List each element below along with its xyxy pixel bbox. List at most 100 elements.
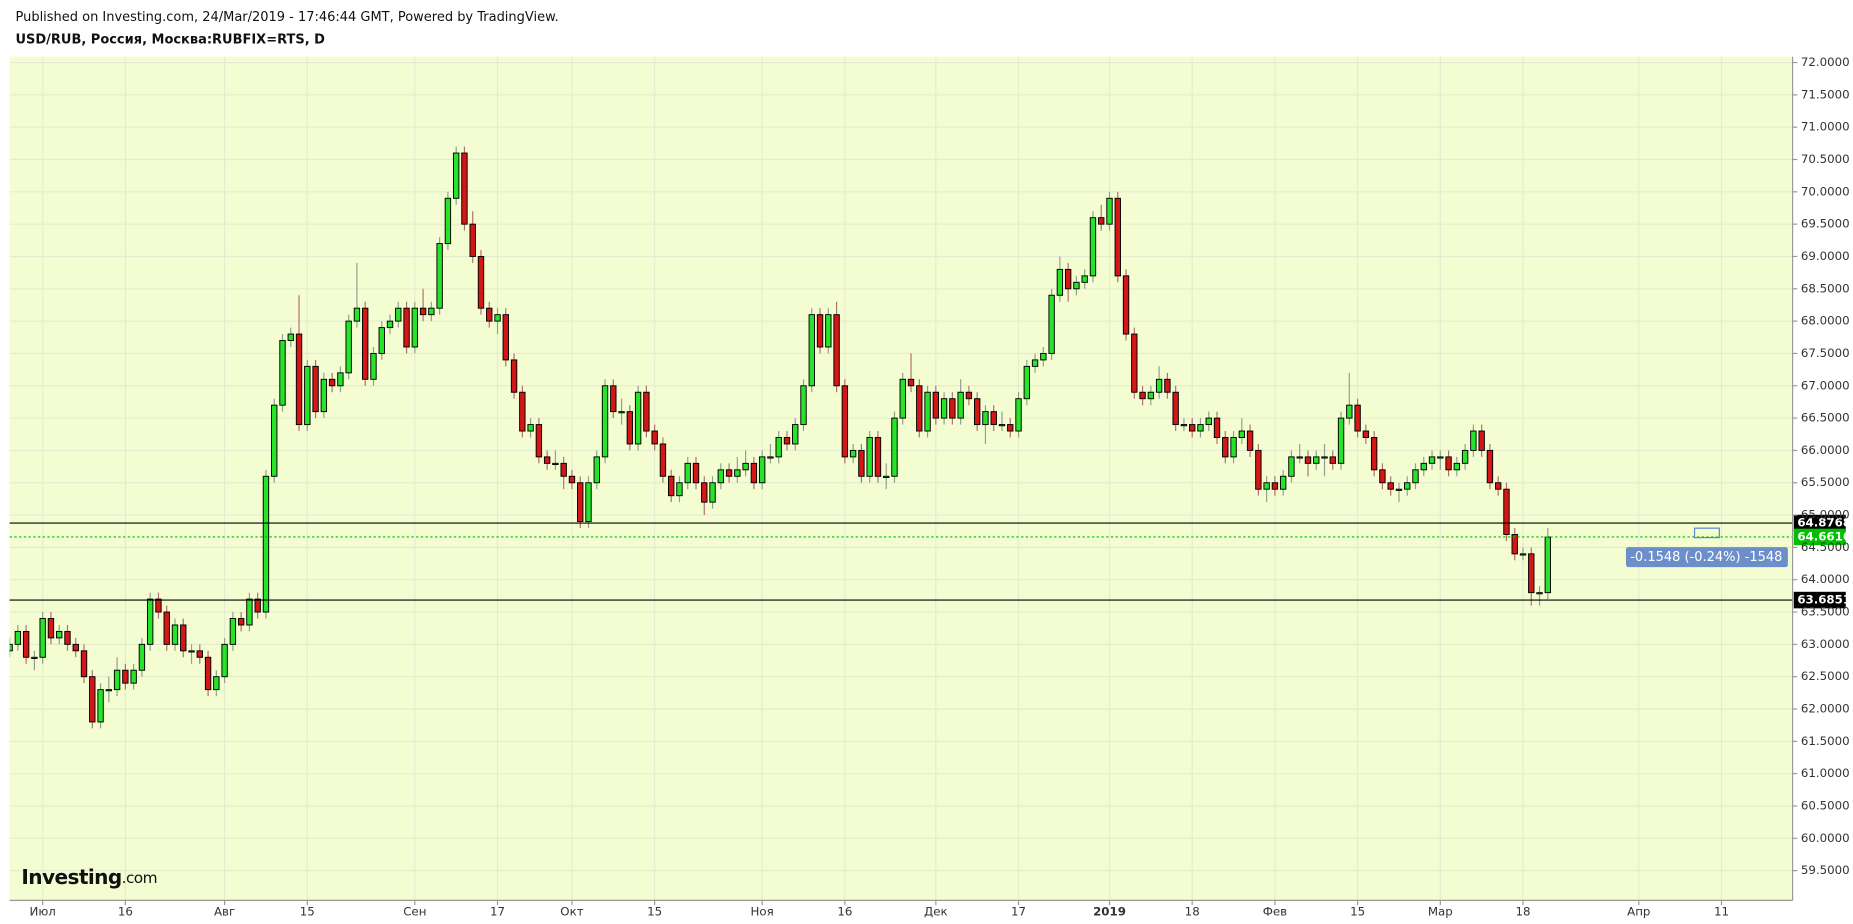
- candle-body: [39, 618, 46, 658]
- candle-body: [304, 365, 311, 426]
- logo-main: Investing: [21, 864, 121, 888]
- y-tick-label: 67.5000: [1801, 346, 1850, 360]
- candle-body: [22, 630, 30, 658]
- y-tick-label: 72.0000: [1801, 55, 1850, 69]
- candle-body: [990, 411, 997, 426]
- candle-body: [651, 430, 658, 445]
- candle-body: [1313, 456, 1320, 464]
- candle-body: [1370, 437, 1378, 471]
- x-tick-label: Окт: [560, 905, 583, 919]
- y-tick-label: 64.5000: [1801, 540, 1850, 554]
- candle-body: [841, 385, 849, 458]
- candle-body: [1519, 553, 1527, 556]
- candle-body: [957, 391, 964, 419]
- candle-body: [1164, 378, 1171, 393]
- candle-body: [403, 307, 410, 348]
- candle-body: [1503, 488, 1510, 535]
- candle-body: [97, 689, 104, 723]
- candle-body: [949, 398, 956, 419]
- candle-body: [287, 333, 294, 341]
- candle-body: [510, 359, 518, 393]
- y-tick-label: 68.5000: [1801, 281, 1850, 295]
- y-tick-label: 68.0000: [1801, 314, 1850, 328]
- candle-body: [866, 437, 873, 477]
- y-tick-label: 66.5000: [1801, 411, 1850, 425]
- candle-body: [411, 307, 419, 348]
- level-label: 64.6616: [1797, 529, 1851, 543]
- candle-body: [1131, 333, 1138, 393]
- x-tick-label: 18: [1185, 905, 1200, 919]
- candle-body: [1321, 456, 1328, 459]
- candle-body: [1056, 268, 1064, 296]
- candle-body: [601, 385, 609, 458]
- candle-body: [47, 618, 55, 639]
- candle-body: [1445, 456, 1452, 471]
- x-tick-label: Сен: [403, 905, 426, 919]
- y-tick-label: 71.5000: [1801, 87, 1850, 101]
- candle-body: [1230, 437, 1237, 458]
- x-tick-label: 2019: [1093, 905, 1126, 919]
- candle-body: [494, 314, 501, 322]
- candle-body: [965, 391, 973, 400]
- levels: 64.8768 63.6851 64.6616: [9, 514, 1851, 609]
- candle-body: [1329, 456, 1336, 464]
- candle-body: [758, 456, 766, 484]
- candle-body: [585, 482, 592, 523]
- x-tick-label: Июл: [30, 905, 56, 919]
- candles: [9, 146, 1552, 729]
- candle-body: [1412, 469, 1419, 484]
- candle-body: [1304, 456, 1312, 464]
- candle-body: [1023, 365, 1030, 400]
- candle-body: [783, 437, 791, 445]
- candle-body: [940, 398, 948, 419]
- candle-body: [1222, 437, 1229, 458]
- candle-body: [188, 650, 195, 653]
- candle-body: [362, 307, 369, 380]
- candle-body: [552, 462, 559, 466]
- candle-body: [1114, 197, 1121, 277]
- y-tick-label: 66.0000: [1801, 443, 1850, 457]
- x-tick-label: 15: [300, 905, 315, 919]
- candle-body: [452, 152, 460, 199]
- candle-body: [1420, 462, 1427, 471]
- candle-body: [146, 598, 154, 645]
- candle-body: [775, 437, 782, 458]
- candle-body: [1279, 475, 1287, 490]
- logo-suffix: .com: [122, 868, 157, 886]
- logo: Investing.com: [21, 864, 157, 888]
- candle-body: [163, 611, 170, 645]
- candle-body: [849, 449, 857, 458]
- candle-body: [883, 475, 890, 478]
- candle-body: [1155, 378, 1163, 393]
- y-tick-label: 63.0000: [1801, 637, 1850, 651]
- x-tick-label: 11: [1714, 905, 1729, 919]
- candle-body: [1122, 275, 1130, 335]
- candle-body: [891, 417, 898, 477]
- level-label: 64.8768: [1797, 516, 1851, 530]
- candle-body: [436, 243, 443, 309]
- candle-body: [742, 462, 749, 471]
- candle-body: [667, 475, 675, 497]
- candle-body: [469, 223, 476, 257]
- candle-body: [80, 650, 88, 678]
- marker-icon[interactable]: [1693, 527, 1720, 539]
- candle-body: [1395, 488, 1403, 491]
- candle-body: [353, 307, 361, 322]
- y-tick-label: 61.0000: [1801, 766, 1850, 780]
- x-tick-label: 17: [1011, 905, 1026, 919]
- candle-body: [676, 482, 683, 497]
- published-note: Published on Investing.com, 24/Mar/2019 …: [15, 10, 558, 25]
- candle-body: [1007, 424, 1014, 432]
- candle-body: [1486, 449, 1494, 484]
- x-tick-label: Фев: [1263, 905, 1287, 919]
- candle-body: [767, 456, 774, 459]
- candle-body: [816, 314, 824, 348]
- candle-body: [692, 462, 700, 484]
- x-tick-label: Мар: [1428, 905, 1453, 919]
- candle-body: [1544, 536, 1552, 594]
- candle-body: [973, 398, 981, 426]
- candle-body: [833, 314, 840, 387]
- y-tick-label: 70.0000: [1801, 184, 1850, 198]
